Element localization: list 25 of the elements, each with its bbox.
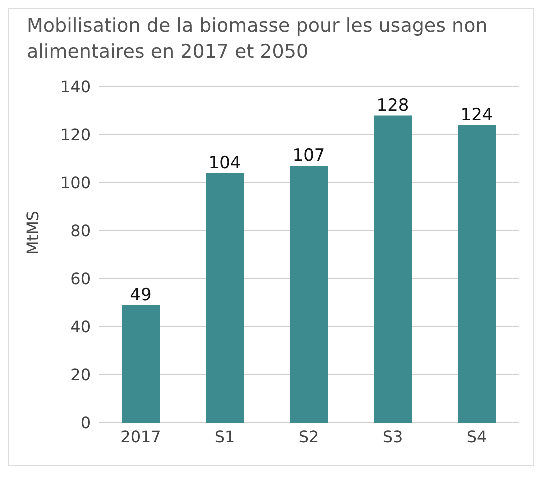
data-label: 128: [376, 96, 410, 116]
y-tick-label: 0: [80, 414, 91, 433]
data-label: 49: [130, 285, 152, 306]
x-tick-label: S4: [466, 427, 488, 446]
y-tick-label: 120: [60, 126, 91, 145]
y-tick-label: 100: [60, 174, 91, 193]
data-label: 124: [460, 105, 494, 126]
bar: [458, 125, 496, 423]
bar: [122, 305, 160, 423]
chart-title: Mobilisation de la biomasse pour les usages non alimentaires en 2017 et 2050: [26, 14, 489, 65]
y-axis-title: MtMS: [24, 210, 43, 255]
data-label: 104: [208, 153, 242, 174]
x-tick-label: S2: [298, 427, 320, 446]
bar: [290, 166, 328, 423]
data-label: 107: [292, 146, 326, 166]
y-tick-label: 140: [60, 78, 91, 97]
bar: [374, 116, 412, 423]
bar: [206, 173, 244, 423]
y-tick-label: 40: [70, 318, 91, 337]
x-tick-label: 2017: [120, 427, 162, 446]
y-tick-label: 20: [70, 366, 91, 385]
x-tick-label: S1: [214, 427, 236, 446]
x-tick-label: S3: [382, 427, 404, 446]
y-tick-label: 80: [70, 222, 91, 241]
y-tick-label: 60: [70, 270, 91, 289]
